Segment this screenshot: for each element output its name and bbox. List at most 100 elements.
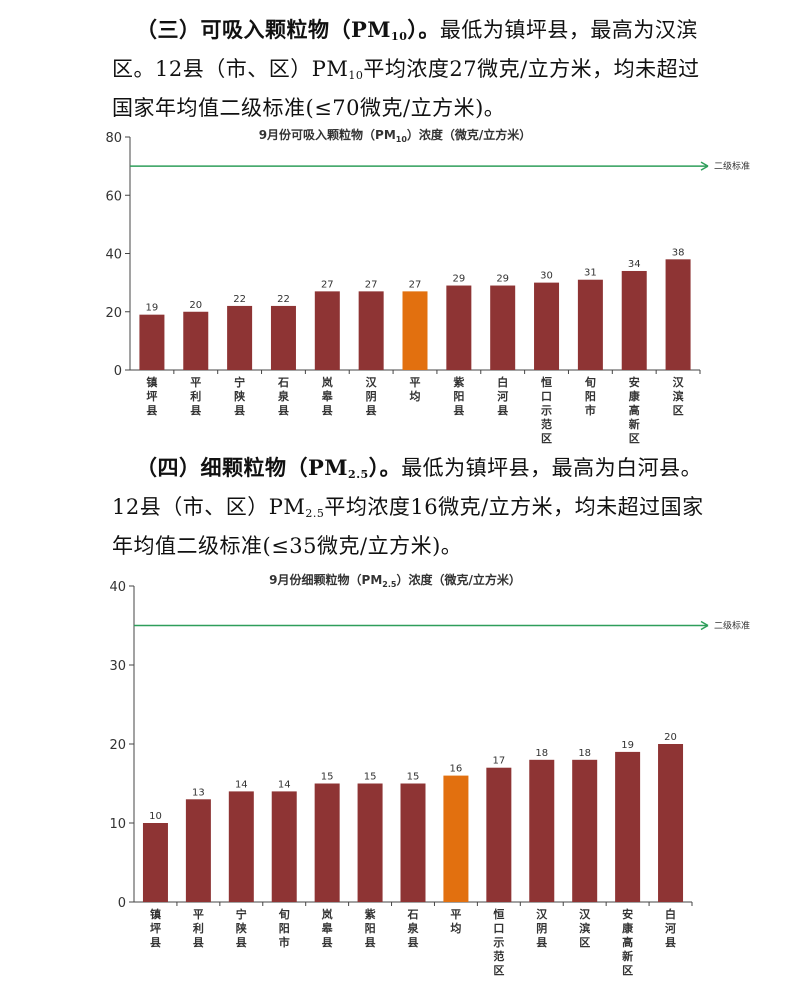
category-label: 宁陕县 bbox=[236, 907, 247, 949]
bar bbox=[402, 291, 428, 370]
data-label: 15 bbox=[321, 772, 334, 783]
data-label: 17 bbox=[492, 756, 505, 767]
category-label: 恒口示范区 bbox=[540, 375, 552, 445]
category-label: 汉滨区 bbox=[579, 907, 591, 949]
data-label: 14 bbox=[235, 779, 248, 790]
category-label: 镇坪县 bbox=[150, 907, 161, 949]
category-label: 恒口示范区 bbox=[492, 907, 504, 977]
data-label: 10 bbox=[149, 811, 162, 822]
standard-label: 二级标准 bbox=[714, 620, 750, 632]
y-tick-label: 20 bbox=[109, 738, 126, 753]
standard-arrow bbox=[700, 161, 709, 171]
pm25-heading: （四）细颗粒物（PM2.5）。 bbox=[136, 455, 402, 481]
pm25-chart: 9月份细颗粒物（PM2.5）浓度（微克/立方米） 0 10 20 30 40 二级标准 10 镇… bbox=[109, 572, 750, 977]
category-label: 汉阴县 bbox=[366, 375, 378, 417]
chart-title: 9月份可吸入颗粒物（PM10）浓度（微克/立方米） bbox=[259, 127, 532, 144]
data-label: 34 bbox=[628, 259, 641, 270]
bar bbox=[529, 759, 555, 902]
bar bbox=[621, 270, 647, 370]
y-tick-label: 0 bbox=[118, 896, 126, 911]
category-label: 宁陕县 bbox=[234, 375, 245, 417]
chart-title: 9月份细颗粒物（PM2.5）浓度（微克/立方米） bbox=[269, 572, 521, 589]
category-label: 石泉县 bbox=[407, 908, 420, 949]
category-label: 汉阴县 bbox=[536, 907, 548, 949]
bar bbox=[665, 259, 691, 370]
pm10-heading: （三）可吸入颗粒物（PM10）。 bbox=[136, 17, 440, 43]
data-label: 27 bbox=[365, 279, 378, 290]
paragraph-pm10: （三）可吸入颗粒物（PM10）。最低为镇坪县，最高为汉滨区。12县（市、区）PM… bbox=[112, 14, 712, 124]
y-tick-label: 80 bbox=[105, 131, 122, 146]
data-label: 30 bbox=[540, 271, 553, 282]
category-label: 石泉县 bbox=[277, 376, 290, 417]
data-label: 27 bbox=[409, 279, 422, 290]
category-label: 紫阳县 bbox=[365, 907, 376, 949]
category-label: 平均 bbox=[450, 908, 461, 935]
bar bbox=[185, 799, 211, 902]
data-label: 13 bbox=[192, 787, 205, 798]
standard-arrow bbox=[700, 620, 709, 631]
data-label: 15 bbox=[407, 772, 420, 783]
bar bbox=[270, 305, 296, 370]
bar bbox=[314, 783, 340, 902]
y-tick-label: 10 bbox=[109, 817, 126, 832]
data-label: 22 bbox=[233, 294, 246, 305]
data-label: 38 bbox=[672, 247, 685, 258]
bar bbox=[572, 759, 598, 902]
bar bbox=[271, 791, 297, 902]
y-tick-label: 30 bbox=[109, 659, 126, 674]
y-tick-label: 40 bbox=[109, 580, 126, 595]
data-label: 31 bbox=[584, 268, 597, 279]
data-label: 15 bbox=[364, 772, 377, 783]
data-label: 18 bbox=[578, 748, 591, 759]
data-label: 20 bbox=[189, 300, 202, 311]
pm25-text: 最低为镇坪县，最高为白河县。12县（市、区）PM2.5平均浓度16微克/立方米，… bbox=[112, 456, 704, 558]
y-tick-label: 20 bbox=[105, 306, 122, 321]
y-tick-label: 0 bbox=[114, 364, 122, 379]
category-label: 安康高新区 bbox=[629, 375, 641, 445]
category-label: 紫阳县 bbox=[453, 375, 464, 417]
bar bbox=[446, 285, 472, 370]
bar bbox=[658, 744, 684, 902]
data-label: 20 bbox=[664, 732, 677, 743]
bar bbox=[357, 783, 383, 902]
data-label: 29 bbox=[452, 274, 465, 285]
data-label: 19 bbox=[621, 740, 634, 751]
pm10-text: 最低为镇坪县，最高为汉滨区。12县（市、区）PM10平均浓度27微克/立方米，均… bbox=[112, 18, 700, 120]
category-label: 安康高新区 bbox=[622, 907, 634, 977]
category-label: 平利县 bbox=[193, 908, 204, 949]
y-tick-label: 60 bbox=[105, 189, 122, 204]
category-label: 旬阳市 bbox=[278, 907, 290, 949]
data-label: 18 bbox=[535, 748, 548, 759]
bar bbox=[227, 305, 253, 370]
bar bbox=[228, 791, 254, 902]
standard-label: 二级标准 bbox=[714, 160, 750, 172]
data-label: 22 bbox=[277, 294, 290, 305]
data-label: 16 bbox=[450, 764, 463, 775]
category-label: 汉滨区 bbox=[673, 375, 685, 417]
bar bbox=[139, 314, 165, 370]
bar bbox=[486, 767, 512, 902]
category-label: 平均 bbox=[410, 376, 421, 403]
data-label: 27 bbox=[321, 279, 334, 290]
bar bbox=[615, 751, 641, 902]
category-label: 白河县 bbox=[497, 375, 508, 417]
y-tick-label: 40 bbox=[105, 248, 122, 263]
bar bbox=[534, 282, 560, 370]
bar bbox=[314, 291, 340, 370]
paragraph-pm25: （四）细颗粒物（PM2.5）。最低为镇坪县，最高为白河县。12县（市、区）PM2… bbox=[112, 452, 712, 562]
data-label: 19 bbox=[146, 303, 159, 314]
bar bbox=[142, 823, 168, 902]
data-label: 14 bbox=[278, 779, 291, 790]
bar bbox=[183, 311, 209, 370]
category-label: 白河县 bbox=[665, 907, 676, 949]
pm10-chart: 9月份可吸入颗粒物（PM10）浓度（微克/立方米） 0 20 40 60 80 二级标准 19… bbox=[105, 127, 750, 445]
bar bbox=[358, 291, 384, 370]
category-label: 岚皋县 bbox=[322, 375, 334, 417]
category-label: 平利县 bbox=[190, 376, 201, 417]
category-label: 旬阳市 bbox=[584, 375, 596, 417]
category-label: 镇坪县 bbox=[146, 375, 157, 417]
bar bbox=[577, 279, 603, 370]
category-label: 岚皋县 bbox=[322, 907, 334, 949]
data-label: 29 bbox=[496, 274, 509, 285]
bar bbox=[400, 783, 426, 902]
